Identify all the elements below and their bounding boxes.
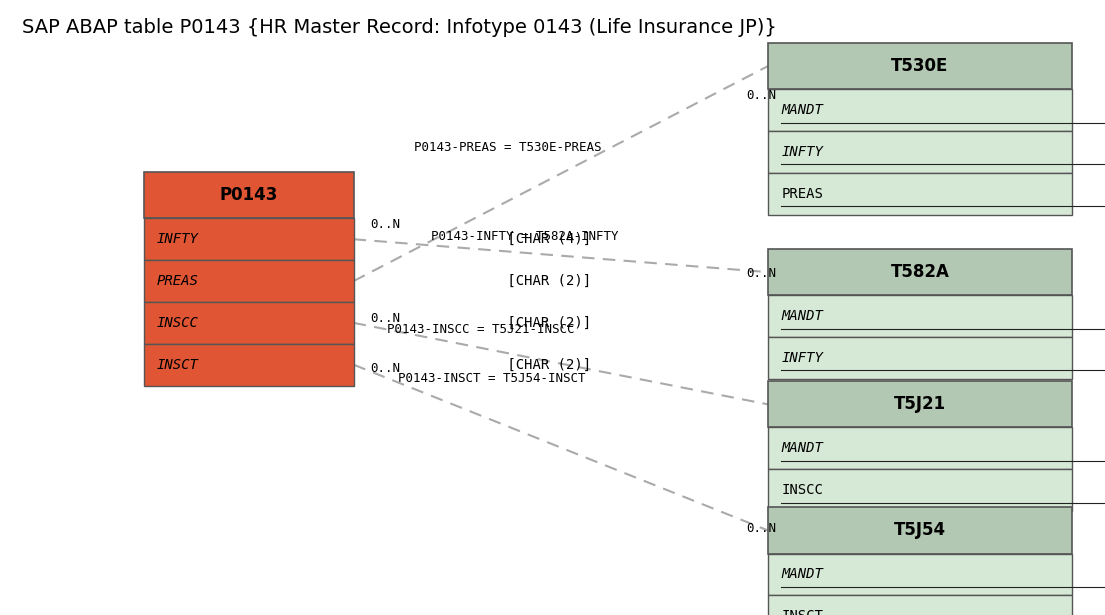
- Text: P0143-INSCT = T5J54-INSCT: P0143-INSCT = T5J54-INSCT: [398, 371, 586, 385]
- Text: [CHAR (2)]: [CHAR (2)]: [499, 316, 591, 330]
- FancyBboxPatch shape: [144, 218, 354, 260]
- FancyBboxPatch shape: [144, 172, 354, 218]
- Text: P0143: P0143: [220, 186, 277, 204]
- FancyBboxPatch shape: [768, 381, 1072, 427]
- FancyBboxPatch shape: [768, 554, 1072, 595]
- FancyBboxPatch shape: [144, 302, 354, 344]
- FancyBboxPatch shape: [144, 260, 354, 302]
- FancyBboxPatch shape: [768, 295, 1072, 337]
- Text: T530E: T530E: [892, 57, 948, 75]
- Text: SAP ABAP table P0143 {HR Master Record: Infotype 0143 (Life Insurance JP)}: SAP ABAP table P0143 {HR Master Record: …: [22, 18, 777, 38]
- Text: T5J21: T5J21: [894, 395, 946, 413]
- Text: [CHAR (4)]: [CHAR (4)]: [499, 232, 591, 246]
- FancyBboxPatch shape: [144, 344, 354, 386]
- Text: 0..N: 0..N: [370, 312, 400, 325]
- Text: MANDT: MANDT: [781, 309, 823, 323]
- Text: P0143-PREAS = T530E-PREAS: P0143-PREAS = T530E-PREAS: [414, 141, 602, 154]
- Text: MANDT: MANDT: [781, 568, 823, 581]
- FancyBboxPatch shape: [768, 595, 1072, 615]
- Text: T5J54: T5J54: [894, 522, 946, 539]
- FancyBboxPatch shape: [768, 469, 1072, 511]
- Text: INFTY: INFTY: [781, 145, 823, 159]
- Text: INSCT: INSCT: [781, 609, 823, 615]
- Text: 0..N: 0..N: [370, 362, 400, 376]
- Text: 0..N: 0..N: [746, 89, 776, 102]
- Text: PREAS: PREAS: [781, 187, 823, 200]
- Text: 0..N: 0..N: [746, 267, 776, 280]
- Text: [CHAR (2)]: [CHAR (2)]: [499, 274, 591, 288]
- Text: PREAS: PREAS: [157, 274, 199, 288]
- Text: P0143-INSCC = T5J21-INSCC: P0143-INSCC = T5J21-INSCC: [387, 322, 575, 336]
- Text: INFTY: INFTY: [157, 232, 199, 246]
- FancyBboxPatch shape: [768, 89, 1072, 131]
- Text: 0..N: 0..N: [746, 522, 776, 536]
- Text: MANDT: MANDT: [781, 103, 823, 117]
- Text: INSCT: INSCT: [157, 358, 199, 371]
- Text: INFTY: INFTY: [781, 351, 823, 365]
- Text: MANDT: MANDT: [781, 442, 823, 455]
- Text: 0..N: 0..N: [370, 218, 400, 231]
- FancyBboxPatch shape: [768, 337, 1072, 379]
- FancyBboxPatch shape: [768, 131, 1072, 173]
- FancyBboxPatch shape: [768, 507, 1072, 554]
- Text: T582A: T582A: [891, 263, 949, 281]
- FancyBboxPatch shape: [768, 173, 1072, 215]
- FancyBboxPatch shape: [768, 427, 1072, 469]
- FancyBboxPatch shape: [768, 43, 1072, 89]
- Text: INSCC: INSCC: [781, 483, 823, 497]
- Text: P0143-INFTY = T582A-INFTY: P0143-INFTY = T582A-INFTY: [431, 230, 619, 244]
- Text: [CHAR (2)]: [CHAR (2)]: [499, 358, 591, 371]
- Text: INSCC: INSCC: [157, 316, 199, 330]
- FancyBboxPatch shape: [768, 249, 1072, 295]
